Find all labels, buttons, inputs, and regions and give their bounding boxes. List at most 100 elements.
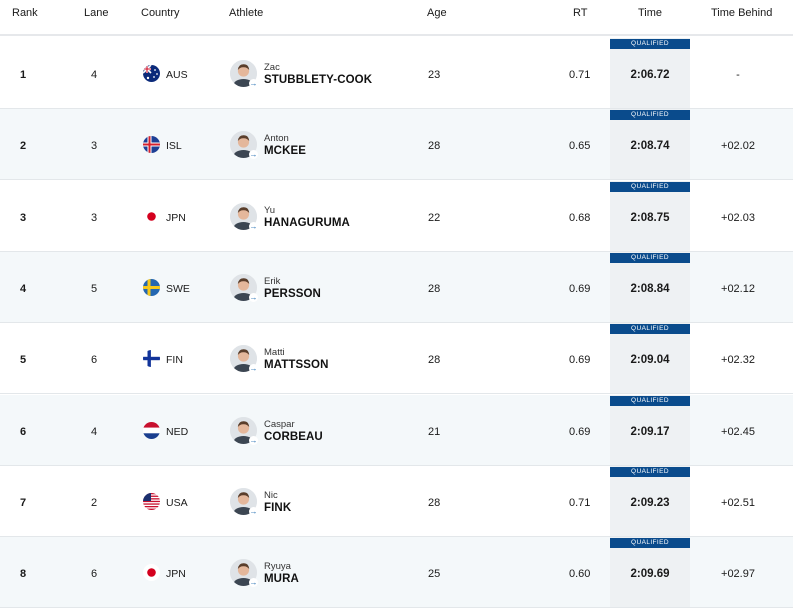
- time-cell: QUALIFIED 2:09.23: [610, 465, 690, 536]
- reaction-time-cell: 0.60: [569, 568, 591, 581]
- table-row[interactable]: 3 3 JPN → Yu HANAGURUMA 22 0.68 QUALIFIED 2:08.75…: [0, 180, 793, 252]
- time-cell: QUALIFIED 2:08.74: [610, 109, 690, 180]
- rank-cell: 1: [20, 69, 27, 81]
- final-time: 2:06.72: [630, 69, 670, 81]
- athlete-first-name[interactable]: Matti: [264, 347, 285, 359]
- profile-link-arrow-icon[interactable]: →: [249, 150, 258, 160]
- reaction-time-cell: 0.65: [569, 140, 591, 153]
- flag-japan-icon: [143, 564, 160, 582]
- final-time: 2:09.69: [630, 568, 670, 581]
- athlete-first-name[interactable]: Nic: [264, 489, 278, 501]
- profile-link-arrow-icon[interactable]: →: [249, 435, 258, 445]
- athlete-first-name[interactable]: Zac: [264, 62, 280, 73]
- final-time: 2:08.84: [630, 282, 670, 295]
- country-code: SWE: [166, 282, 190, 295]
- time-cell: QUALIFIED 2:08.75: [610, 180, 690, 251]
- qualified-badge: QUALIFIED: [610, 181, 690, 192]
- athlete-last-name[interactable]: FINK: [264, 501, 292, 514]
- time-cell: QUALIFIED 2:09.17: [610, 394, 690, 465]
- age-cell: 28: [428, 140, 441, 153]
- rank-cell: 2: [20, 140, 27, 153]
- athlete-avatar[interactable]: [230, 559, 257, 587]
- rank-cell: 6: [20, 425, 27, 438]
- rank-cell: 4: [20, 282, 27, 295]
- athlete-avatar[interactable]: [230, 487, 257, 515]
- country-code: AUS: [166, 69, 188, 81]
- age-cell: 28: [428, 496, 441, 509]
- table-row[interactable]: 2 3 ISL → Anton MCKEE 28 0.65 QUALIFIED 2:08.74 +0…: [0, 109, 793, 181]
- time-behind-cell: +02.97: [721, 568, 755, 581]
- flag-iceland-icon: [143, 136, 160, 154]
- lane-cell: 3: [91, 140, 98, 153]
- lane-cell: 6: [91, 354, 98, 367]
- athlete-last-name[interactable]: HANAGURUMA: [264, 216, 350, 229]
- country-code: USA: [166, 496, 188, 509]
- lane-cell: 5: [91, 282, 98, 295]
- time-behind-cell: +02.32: [721, 354, 755, 367]
- athlete-last-name[interactable]: STUBBLETY-COOK: [264, 74, 373, 86]
- athlete-last-name[interactable]: MURA: [264, 573, 299, 586]
- final-time: 2:09.04: [630, 354, 670, 367]
- reaction-time-cell: 0.69: [569, 425, 591, 438]
- profile-link-arrow-icon[interactable]: →: [249, 506, 258, 516]
- final-time: 2:09.23: [630, 496, 670, 509]
- athlete-first-name[interactable]: Anton: [264, 133, 289, 145]
- reaction-time-cell: 0.69: [569, 354, 591, 367]
- athlete-first-name[interactable]: Ryuya: [264, 561, 291, 573]
- time-behind-cell: -: [736, 69, 740, 81]
- header-time: Time: [638, 7, 663, 19]
- table-row[interactable]: 4 5 SWE → Erik PERSSON 28 0.69 QUALIFIED 2:08.84 +…: [0, 251, 793, 323]
- table-row[interactable]: 1 4 AUS → Zac STUBBLETY-COOK 23 0.71 QUALIFIED 2:…: [0, 38, 793, 109]
- athlete-last-name[interactable]: MCKEE: [264, 145, 307, 158]
- table-row[interactable]: 8 6 JPN → Ryuya MURA 25 0.60 QUALIFIED 2:09.69 +02…: [0, 537, 793, 608]
- profile-link-arrow-icon[interactable]: →: [249, 364, 258, 374]
- header-athlete: Athlete: [229, 7, 264, 19]
- qualified-badge: QUALIFIED: [610, 110, 690, 121]
- athlete-first-name[interactable]: Erik: [264, 275, 281, 287]
- flag-netherlands-icon: [143, 421, 160, 439]
- reaction-time-cell: 0.69: [569, 282, 591, 295]
- reaction-time-cell: 0.71: [569, 69, 591, 81]
- reaction-time-cell: 0.71: [569, 496, 591, 509]
- qualified-badge: QUALIFIED: [610, 39, 690, 49]
- profile-link-arrow-icon[interactable]: →: [249, 292, 258, 302]
- country-code: JPN: [166, 568, 186, 581]
- profile-link-arrow-icon[interactable]: →: [249, 79, 258, 88]
- athlete-last-name[interactable]: PERSSON: [264, 287, 321, 300]
- rank-cell: 8: [20, 568, 27, 581]
- header-age: Age: [427, 7, 447, 19]
- flag-usa-icon: [143, 492, 160, 510]
- qualified-badge: QUALIFIED: [610, 466, 690, 477]
- time-cell: QUALIFIED 2:09.04: [610, 323, 690, 394]
- lane-cell: 3: [91, 211, 98, 224]
- lane-cell: 2: [91, 496, 98, 509]
- time-cell: QUALIFIED 2:08.84: [610, 251, 690, 322]
- qualified-badge: QUALIFIED: [610, 252, 690, 263]
- header-country: Country: [141, 7, 180, 19]
- athlete-first-name[interactable]: Caspar: [264, 418, 295, 430]
- qualified-badge: QUALIFIED: [610, 538, 690, 549]
- athlete-last-name[interactable]: CORBEAU: [264, 430, 323, 443]
- header-rt: RT: [573, 7, 588, 19]
- qualified-badge: QUALIFIED: [610, 395, 690, 406]
- header-rank: Rank: [12, 7, 38, 19]
- athlete-last-name[interactable]: MATTSSON: [264, 359, 329, 372]
- header-lane: Lane: [84, 7, 109, 19]
- table-row[interactable]: 7 2 USA → Nic FINK 28 0.71 QUALIFIED 2:09.23 +02.5…: [0, 465, 793, 537]
- results-table-header: Rank Lane Country Athlete Age RT Time Ti…: [0, 0, 793, 36]
- table-row[interactable]: 5 6 FIN → Matti MATTSSON 28 0.69 QUALIFIED 2:09.0…: [0, 323, 793, 395]
- athlete-avatar[interactable]: [230, 60, 257, 87]
- profile-link-arrow-icon[interactable]: →: [249, 578, 258, 588]
- table-row[interactable]: 6 4 NED → Caspar CORBEAU 21 0.69 QUALIFIED 2:09.1…: [0, 394, 793, 466]
- age-cell: 23: [428, 69, 441, 81]
- age-cell: 21: [428, 425, 441, 438]
- athlete-avatar[interactable]: [230, 416, 257, 444]
- athlete-first-name[interactable]: Yu: [264, 204, 276, 216]
- header-time-behind: Time Behind: [711, 7, 773, 19]
- country-code: JPN: [166, 211, 186, 224]
- time-behind-cell: +02.02: [721, 140, 755, 153]
- profile-link-arrow-icon[interactable]: →: [249, 221, 258, 231]
- flag-japan-icon: [143, 207, 160, 225]
- age-cell: 22: [428, 211, 441, 224]
- time-behind-cell: +02.51: [721, 496, 755, 509]
